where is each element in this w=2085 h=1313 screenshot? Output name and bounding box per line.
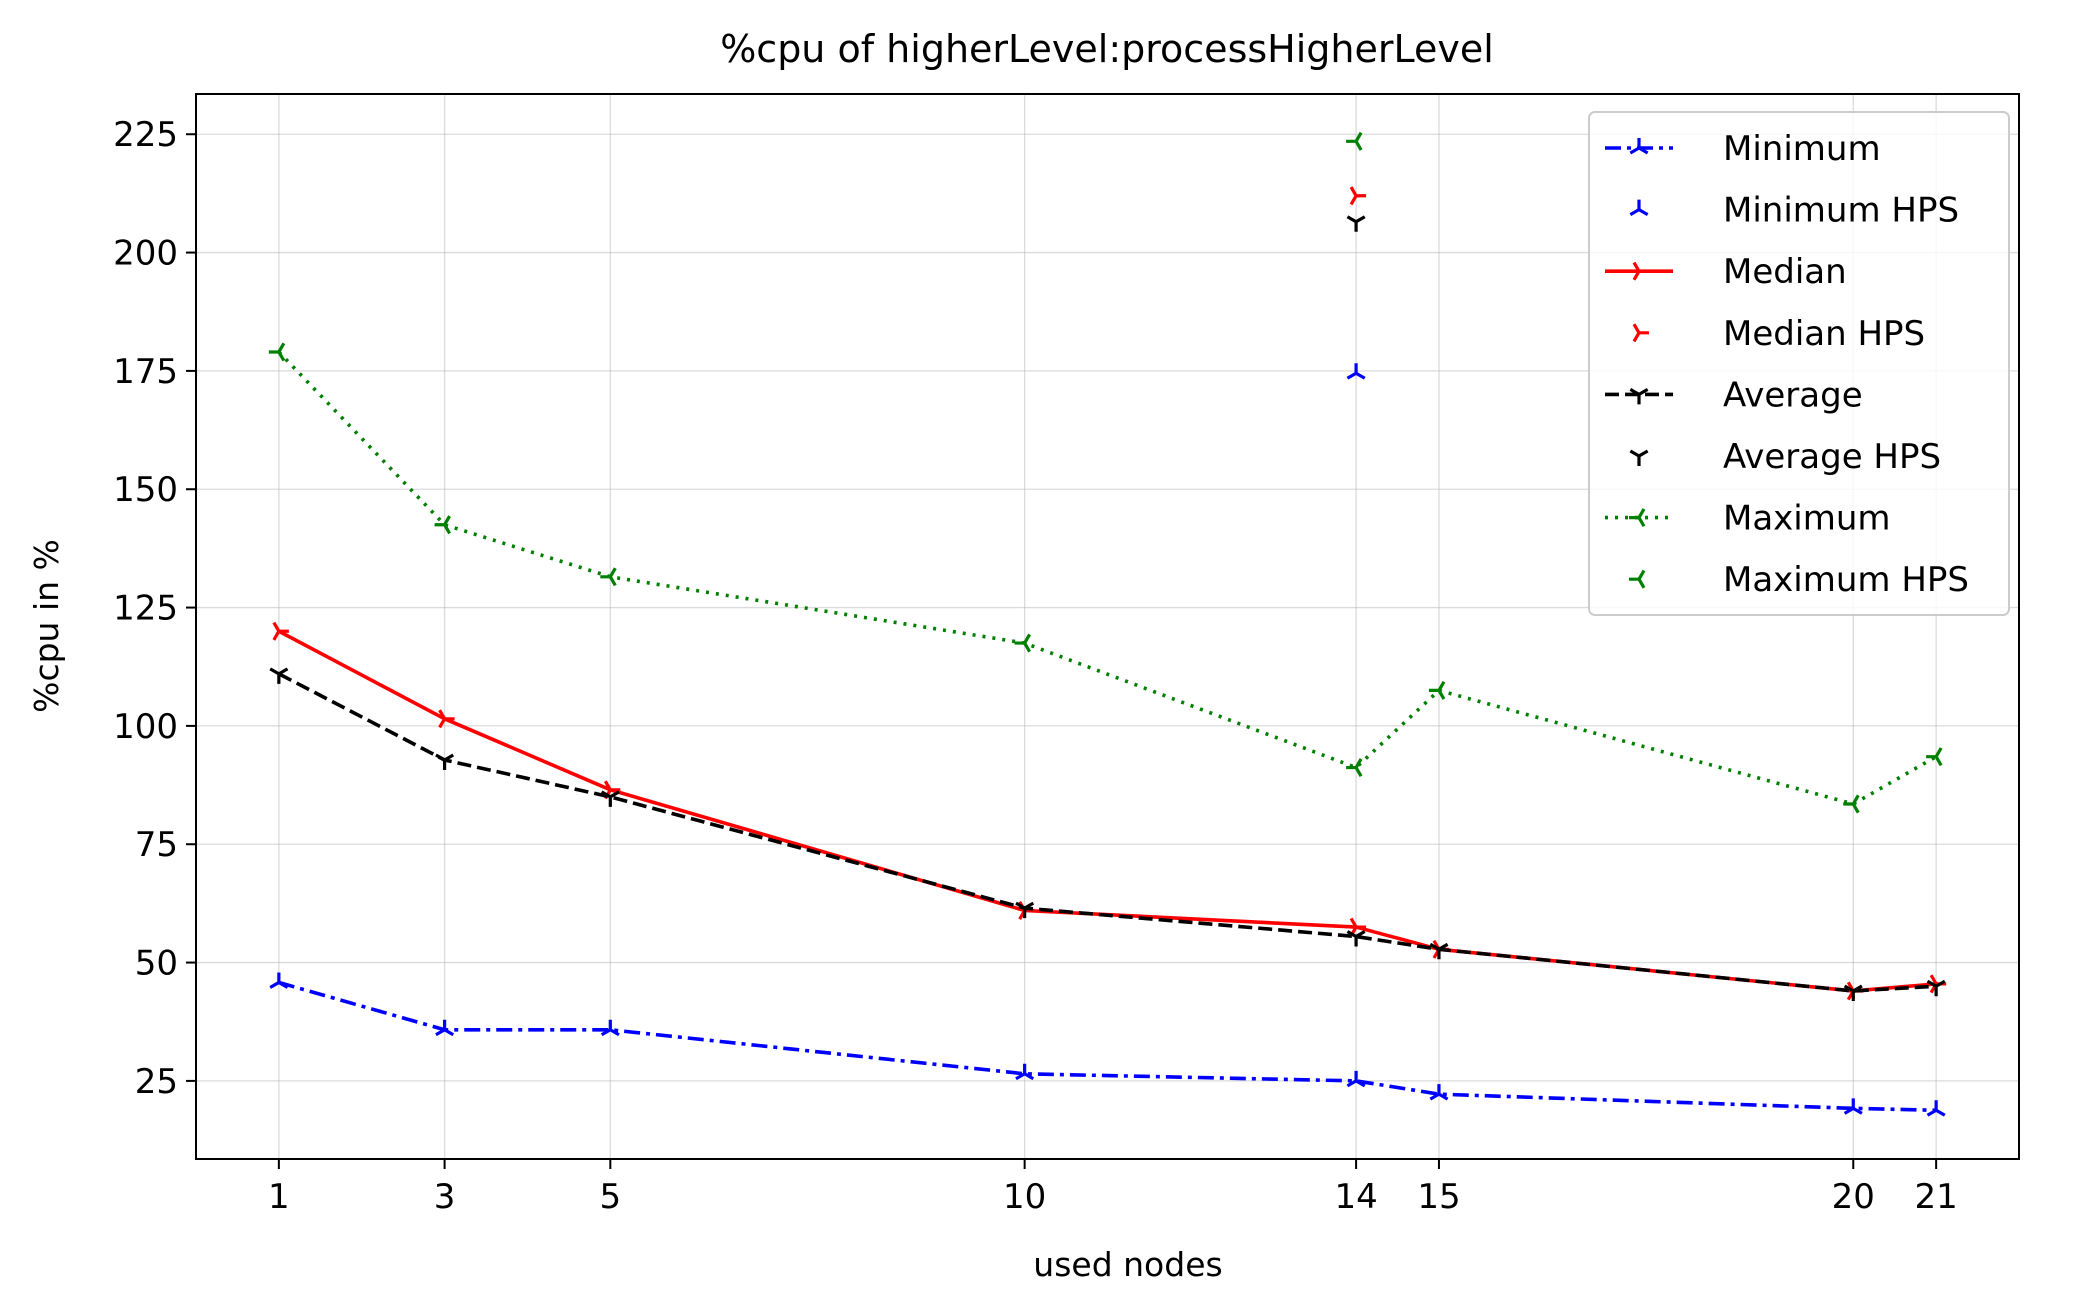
data-point — [435, 753, 455, 770]
data-point — [1428, 680, 1446, 700]
data-point — [268, 342, 286, 362]
data-point — [1843, 1098, 1863, 1115]
series-line — [278, 980, 1937, 1113]
data-point — [1926, 747, 1943, 767]
data-point — [1926, 1100, 1946, 1117]
data-point — [272, 621, 289, 641]
data-point — [269, 972, 289, 989]
data-point — [1346, 758, 1363, 778]
hps-point — [1346, 215, 1366, 232]
x-tick-label: 10 — [1003, 1177, 1046, 1217]
chart-title: %cpu of higherLevel:processHigherLevel — [720, 27, 1494, 71]
legend-entry: Minimum — [1605, 129, 1881, 169]
series-minimum — [269, 972, 1946, 1117]
hps-point — [1346, 363, 1366, 380]
y-tick-label: 225 — [113, 115, 178, 155]
data-point — [600, 1019, 620, 1037]
y-tick-label: 200 — [113, 234, 178, 274]
data-point — [1429, 1084, 1449, 1101]
x-tick-label: 15 — [1417, 1177, 1460, 1217]
y-tick-label: 125 — [113, 589, 178, 629]
data-point — [1843, 794, 1860, 814]
series-maximum — [268, 342, 1943, 814]
x-tick-label: 1 — [268, 1177, 290, 1217]
y-tick-label: 175 — [113, 352, 178, 392]
legend-entry: Average HPS — [1629, 437, 1941, 477]
legend-marker — [1629, 508, 1646, 528]
data-point — [1014, 633, 1032, 653]
data-point — [1346, 1070, 1366, 1088]
legend-marker — [1632, 261, 1649, 281]
legend-label: Maximum — [1723, 499, 1891, 539]
legend-label: Average HPS — [1723, 437, 1941, 477]
data-point — [1015, 901, 1035, 919]
legend-label: Minimum HPS — [1723, 191, 1959, 231]
x-tick-label: 20 — [1832, 1177, 1875, 1217]
series-average — [269, 667, 1946, 1001]
series-median — [272, 621, 1947, 1001]
legend-entry: Average — [1605, 375, 1863, 415]
legend-entry: Median — [1605, 252, 1847, 292]
y-tick-label: 150 — [113, 470, 178, 510]
legend-entry: Median HPS — [1632, 314, 1925, 354]
data-point — [269, 667, 289, 684]
data-point — [1429, 942, 1449, 960]
hps-point — [1349, 186, 1367, 206]
data-point — [435, 1019, 455, 1037]
y-axis: 25 50 75 100 125 150 175 200 225 — [113, 115, 196, 1102]
legend-marker — [1629, 569, 1646, 589]
legend-marker — [1632, 323, 1649, 343]
x-axis: 1 3 5 10 14 15 20 21 — [268, 1159, 1958, 1217]
x-tick-label: 21 — [1915, 1177, 1958, 1217]
y-tick-label: 100 — [113, 707, 178, 747]
legend: Minimum Minimum HPS Median Median HPS Averag… — [1588, 111, 2010, 616]
x-tick-label: 3 — [434, 1177, 456, 1217]
legend-label: Maximum HPS — [1723, 560, 1969, 600]
x-axis-label: used nodes — [1033, 1245, 1222, 1284]
legend-box — [1588, 111, 2010, 616]
legend-marker — [1629, 138, 1649, 155]
y-tick-label: 75 — [135, 825, 178, 865]
y-tick-label: 25 — [135, 1062, 178, 1102]
data-point — [1015, 1063, 1035, 1081]
legend-entry: Maximum HPS — [1629, 560, 1969, 600]
hps-point — [1346, 131, 1363, 151]
y-tick-label: 50 — [135, 944, 178, 984]
plot-frame — [195, 93, 2020, 1160]
legend-label: Median — [1723, 252, 1847, 292]
x-tick-label: 5 — [599, 1177, 621, 1217]
x-tick-label: 14 — [1334, 1177, 1377, 1217]
series-line — [278, 672, 1937, 993]
series-line — [278, 629, 1937, 993]
data-point — [1926, 979, 1946, 997]
legend-label: Median HPS — [1723, 314, 1925, 354]
hps-layer — [1346, 131, 1367, 380]
data-point — [600, 567, 617, 587]
legend-marker — [1629, 388, 1649, 405]
series-layer — [268, 342, 1947, 1117]
legend-marker — [1629, 449, 1649, 466]
legend-marker — [1629, 199, 1649, 216]
legend-label: Average — [1723, 375, 1863, 415]
legend-entry: Minimum HPS — [1629, 191, 1959, 231]
data-point — [1346, 930, 1366, 947]
data-point — [1843, 984, 1863, 1001]
data-point — [600, 790, 620, 807]
y-axis-label: %cpu in % — [27, 539, 66, 713]
legend-entry: Maximum — [1605, 499, 1891, 539]
legend-label: Minimum — [1723, 129, 1881, 169]
data-point — [434, 515, 451, 535]
data-point — [438, 709, 455, 729]
